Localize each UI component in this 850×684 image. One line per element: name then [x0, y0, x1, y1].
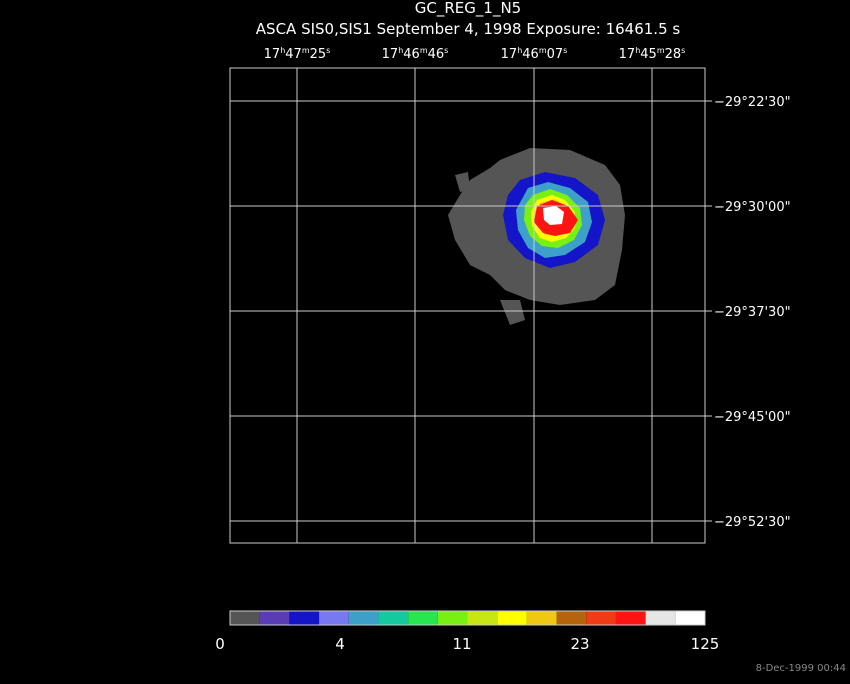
ra-label-part: 46	[428, 47, 445, 62]
colorbar-swatch	[645, 611, 676, 625]
emission-level-16	[543, 206, 564, 225]
colorbar-label: 0	[215, 635, 225, 653]
ra-label-part: 46	[522, 47, 539, 62]
ra-label-part: 47	[285, 47, 302, 62]
ra-label-part: 28	[665, 47, 682, 62]
ra-label-part: 17	[264, 47, 281, 62]
coordinate-grid: 17h47m25s 17h46m46s 17h46m07s 17h45m28s−29°…	[229, 46, 791, 544]
ra-label: 17h47m25s	[264, 46, 331, 62]
sky-image	[448, 148, 625, 325]
dec-label: −29°52'30"	[714, 515, 791, 530]
ra-label-part: h	[398, 46, 403, 55]
ra-label-part: 07	[547, 47, 564, 62]
colorbar-swatch	[586, 611, 616, 625]
timestamp: 8-Dec-1999 00:44	[756, 663, 846, 674]
ra-label-part: h	[280, 46, 285, 55]
colorbar-label: 125	[691, 635, 720, 653]
ra-label-part: m	[302, 46, 310, 55]
subtitle: ASCA SIS0,SIS1 September 4, 1998 Exposur…	[256, 20, 681, 38]
colorbar-swatch	[437, 611, 468, 625]
colorbar-label: 11	[452, 635, 471, 653]
ra-label-part: s	[681, 46, 685, 55]
ra-label-part: 46	[403, 47, 420, 62]
colorbar-swatch	[348, 611, 379, 625]
ra-label-part: m	[657, 46, 665, 55]
colorbar-label: 4	[335, 635, 345, 653]
ra-label-part: h	[635, 46, 640, 55]
ra-label-part: 17	[382, 47, 399, 62]
ra-label-part: m	[539, 46, 547, 55]
ra-label-part: s	[326, 46, 330, 55]
colorbar-swatch	[615, 611, 646, 625]
ra-label: 17h46m46s	[382, 46, 449, 62]
plot-frame	[229, 67, 706, 544]
colorbar-swatch	[408, 611, 438, 625]
emission-speck	[455, 172, 470, 192]
colorbar: 0 4 11 23 125	[215, 610, 720, 653]
ra-label-part: h	[517, 46, 522, 55]
colorbar-swatch	[526, 611, 557, 625]
ra-label-part: m	[420, 46, 428, 55]
colorbar-swatch	[259, 611, 290, 625]
ra-label-part: s	[563, 46, 567, 55]
dec-label: −29°22'30"	[714, 95, 791, 110]
colorbar-swatch	[319, 611, 349, 625]
ra-label-part: 17	[501, 47, 518, 62]
colorbar-swatch	[556, 611, 587, 625]
dec-label: −29°45'00"	[714, 410, 791, 425]
ra-label: 17h45m28s	[619, 46, 686, 62]
dec-label: −29°37'30"	[714, 305, 791, 320]
ra-label: 17h46m07s	[501, 46, 568, 62]
ra-label-part: 45	[640, 47, 657, 62]
emission-speck	[500, 300, 525, 325]
ra-label-part: s	[444, 46, 448, 55]
colorbar-swatch	[497, 611, 527, 625]
colorbar-label: 23	[570, 635, 589, 653]
colorbar-swatch	[378, 611, 409, 625]
dec-label: −29°30'00"	[714, 200, 791, 215]
colorbar-swatch	[230, 611, 260, 625]
colorbar-frame	[229, 610, 706, 626]
title: GC_REG_1_N5	[415, 0, 521, 18]
colorbar-swatch	[675, 611, 705, 625]
ra-label-part: 25	[310, 47, 327, 62]
colorbar-swatch	[467, 611, 498, 625]
colorbar-swatch	[289, 611, 320, 625]
ra-label-part: 17	[619, 47, 636, 62]
